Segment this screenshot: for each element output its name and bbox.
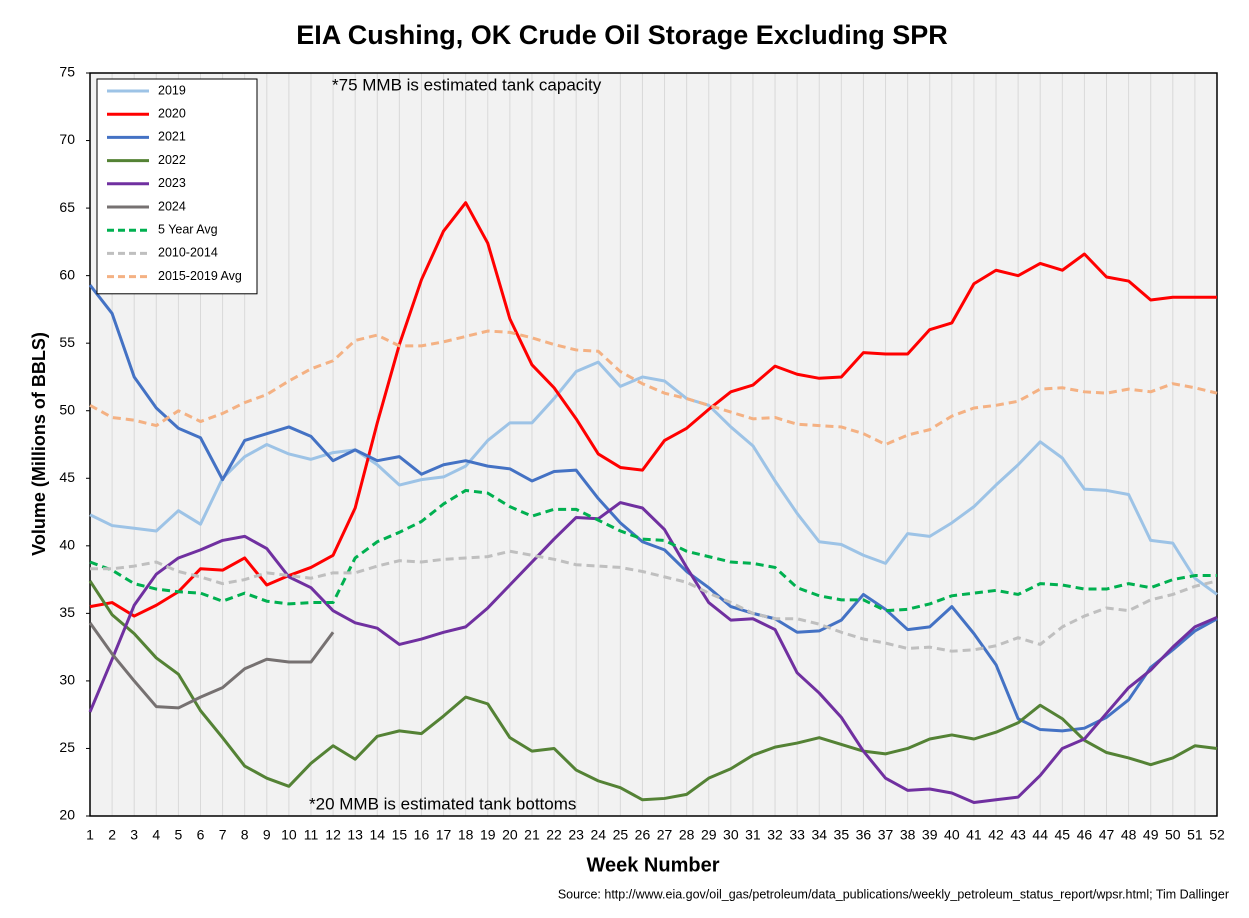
- legend-label: 2022: [158, 153, 186, 167]
- x-tick-label: 15: [392, 827, 408, 843]
- x-tick-label: 47: [1099, 827, 1115, 843]
- y-tick-label: 20: [59, 807, 75, 823]
- plot-area: [90, 73, 1217, 816]
- annotation: *75 MMB is estimated tank capacity: [332, 75, 602, 94]
- y-tick-label: 50: [59, 401, 75, 417]
- series-line: [89, 360, 1218, 596]
- legend-label: 2024: [158, 199, 186, 213]
- x-tick-label: 39: [922, 827, 938, 843]
- x-tick-label: 18: [458, 827, 474, 843]
- series-line: [88, 580, 1218, 802]
- x-tick-label: 40: [944, 827, 960, 843]
- annotation: *20 MMB is estimated tank bottoms: [309, 794, 576, 813]
- legend-label: 2019: [158, 83, 186, 97]
- y-tick-label: 65: [59, 199, 75, 215]
- x-tick-label: 26: [635, 827, 651, 843]
- x-tick-label: 50: [1165, 827, 1181, 843]
- legend-label: 2015-2019 Avg: [158, 269, 242, 283]
- x-tick-label: 34: [811, 827, 827, 843]
- series-line: [89, 329, 1218, 446]
- y-tick-label: 25: [59, 739, 75, 755]
- legend-label: 2021: [158, 130, 186, 144]
- x-tick-label: 43: [1010, 827, 1026, 843]
- x-tick-label: 9: [263, 827, 271, 843]
- x-tick-label: 29: [701, 827, 717, 843]
- x-tick-label: 45: [1055, 827, 1071, 843]
- y-axis-label: Volume (Millions of BBLS): [29, 332, 49, 556]
- x-tick-label: 38: [900, 827, 916, 843]
- x-tick-label: 36: [856, 827, 872, 843]
- x-tick-label: 46: [1077, 827, 1093, 843]
- x-tick-label: 11: [304, 827, 319, 843]
- series-line: [89, 201, 1217, 618]
- y-tick-label: 40: [59, 537, 75, 553]
- x-tick-label: 17: [436, 827, 452, 843]
- x-tick-label: 19: [480, 827, 496, 843]
- x-axis-label: Week Number: [586, 854, 719, 876]
- x-tick-label: 35: [834, 827, 850, 843]
- y-tick-label: 30: [59, 672, 75, 688]
- x-tick-label: 3: [130, 827, 138, 843]
- x-tick-label: 1: [86, 827, 94, 843]
- x-tick-label: 42: [988, 827, 1004, 843]
- series-line: [88, 501, 1218, 804]
- series-line: [89, 488, 1217, 613]
- y-tick-label: 75: [59, 64, 75, 80]
- source-note: Source: http://www.eia.gov/oil_gas/petro…: [558, 887, 1229, 901]
- x-tick-label: 30: [723, 827, 739, 843]
- x-tick-label: 22: [546, 827, 562, 843]
- x-tick-label: 6: [197, 827, 205, 843]
- x-tick-label: 2: [108, 827, 116, 843]
- chart-title: EIA Cushing, OK Crude Oil Storage Exclud…: [296, 20, 948, 50]
- series-line: [88, 621, 335, 710]
- y-tick-label: 60: [59, 266, 75, 282]
- y-tick-label: 70: [59, 131, 75, 147]
- legend-label: 2010-2014: [158, 246, 218, 260]
- x-tick-label: 23: [568, 827, 584, 843]
- x-tick-label: 49: [1143, 827, 1159, 843]
- plot-border: [89, 72, 1218, 817]
- x-tick-label: 8: [241, 827, 249, 843]
- x-tick-label: 28: [679, 827, 695, 843]
- x-tick-label: 14: [369, 827, 385, 843]
- x-tick-label: 37: [878, 827, 894, 843]
- x-tick-label: 21: [524, 827, 540, 843]
- x-tick-label: 5: [174, 827, 182, 843]
- x-tick-label: 41: [966, 827, 982, 843]
- x-tick-label: 32: [767, 827, 783, 843]
- x-tick-label: 48: [1121, 827, 1137, 843]
- x-tick-label: 13: [347, 827, 363, 843]
- x-tick-label: 7: [219, 827, 227, 843]
- x-tick-label: 27: [657, 827, 673, 843]
- series-line: [90, 549, 1218, 653]
- y-tick-label: 35: [59, 604, 75, 620]
- x-tick-label: 10: [281, 827, 297, 843]
- legend-label: 2020: [158, 106, 186, 120]
- x-tick-label: 33: [789, 827, 805, 843]
- x-tick-label: 16: [414, 827, 430, 843]
- y-tick-label: 45: [59, 469, 75, 485]
- y-tick-label: 55: [59, 334, 75, 350]
- x-tick-label: 51: [1187, 827, 1203, 843]
- x-tick-label: 44: [1032, 827, 1048, 843]
- x-tick-label: 12: [325, 827, 341, 843]
- x-tick-label: 4: [152, 827, 160, 843]
- legend-label: 2023: [158, 176, 186, 190]
- x-tick-label: 31: [745, 827, 761, 843]
- legend-label: 5 Year Avg: [158, 222, 218, 236]
- x-tick-label: 24: [590, 827, 606, 843]
- x-tick-label: 20: [502, 827, 518, 843]
- x-tick-label: 25: [613, 827, 629, 843]
- x-tick-label: 52: [1209, 827, 1225, 843]
- series-line: [88, 284, 1218, 733]
